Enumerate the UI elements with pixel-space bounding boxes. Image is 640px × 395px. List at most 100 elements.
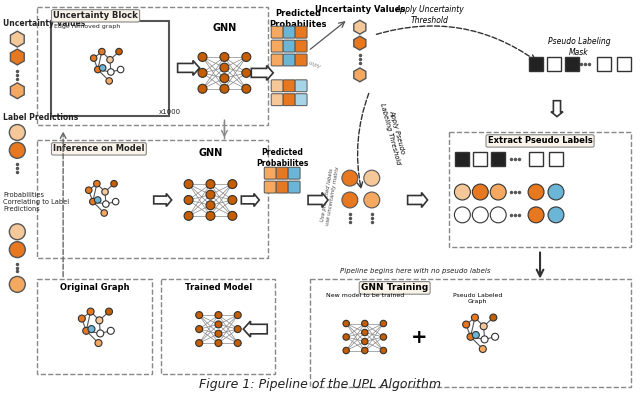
- Text: Pseudo Labeled
Graph: Pseudo Labeled Graph: [452, 293, 502, 304]
- FancyBboxPatch shape: [276, 181, 288, 193]
- Polygon shape: [354, 36, 366, 50]
- Polygon shape: [154, 194, 172, 207]
- Polygon shape: [243, 321, 268, 337]
- Circle shape: [362, 320, 368, 327]
- FancyBboxPatch shape: [295, 80, 307, 92]
- Circle shape: [206, 211, 215, 220]
- Circle shape: [97, 330, 104, 337]
- Text: Uncertainty Values: Uncertainty Values: [315, 6, 405, 14]
- Circle shape: [480, 323, 487, 330]
- Polygon shape: [551, 101, 563, 117]
- Circle shape: [111, 181, 117, 187]
- Circle shape: [380, 320, 387, 327]
- Circle shape: [380, 347, 387, 354]
- Text: Pseudo Labeling
Mask: Pseudo Labeling Mask: [548, 37, 610, 56]
- Circle shape: [90, 198, 96, 205]
- Bar: [565, 57, 579, 71]
- FancyBboxPatch shape: [271, 54, 283, 66]
- Circle shape: [90, 55, 97, 61]
- Text: Predicted
Probabilites: Predicted Probabilites: [256, 149, 308, 168]
- FancyBboxPatch shape: [295, 54, 307, 66]
- Bar: [529, 152, 543, 166]
- Circle shape: [102, 201, 109, 207]
- Text: x1000: x1000: [159, 109, 181, 115]
- FancyBboxPatch shape: [283, 26, 295, 38]
- Text: +: +: [412, 327, 428, 346]
- Polygon shape: [241, 194, 259, 207]
- Circle shape: [10, 276, 26, 292]
- Text: Use predicted labels
use uncertainty matrix: Use predicted labels use uncertainty mat…: [319, 165, 340, 226]
- Circle shape: [242, 68, 251, 77]
- Circle shape: [10, 224, 26, 240]
- Circle shape: [490, 207, 506, 223]
- FancyBboxPatch shape: [264, 181, 276, 193]
- Circle shape: [10, 242, 26, 258]
- Circle shape: [95, 66, 101, 73]
- Circle shape: [196, 340, 203, 346]
- Text: Inference on Model: Inference on Model: [53, 145, 145, 153]
- Circle shape: [472, 207, 488, 223]
- Circle shape: [342, 170, 358, 186]
- Circle shape: [234, 325, 241, 333]
- Circle shape: [86, 187, 92, 194]
- FancyBboxPatch shape: [288, 167, 300, 179]
- Bar: [547, 57, 561, 71]
- Bar: [617, 57, 630, 71]
- Bar: [37, 140, 268, 258]
- Circle shape: [220, 84, 229, 93]
- Text: Edge removed graph: Edge removed graph: [54, 24, 120, 29]
- Circle shape: [220, 63, 229, 72]
- Circle shape: [116, 48, 122, 55]
- Circle shape: [343, 320, 349, 327]
- Circle shape: [184, 180, 193, 188]
- Circle shape: [10, 124, 26, 140]
- Circle shape: [454, 184, 470, 200]
- Circle shape: [463, 321, 470, 328]
- FancyBboxPatch shape: [283, 40, 295, 52]
- Text: Label Predictions: Label Predictions: [3, 113, 79, 122]
- Circle shape: [96, 317, 103, 324]
- Circle shape: [548, 207, 564, 223]
- Circle shape: [472, 314, 479, 321]
- Circle shape: [454, 207, 470, 223]
- Circle shape: [113, 198, 119, 205]
- Circle shape: [242, 53, 251, 62]
- Circle shape: [99, 48, 105, 55]
- Circle shape: [87, 308, 94, 315]
- Text: Apply Uncertainty
Threshold: Apply Uncertainty Threshold: [395, 6, 464, 25]
- Bar: [474, 152, 487, 166]
- Polygon shape: [408, 192, 428, 207]
- Circle shape: [228, 196, 237, 205]
- Circle shape: [220, 74, 229, 83]
- FancyBboxPatch shape: [295, 26, 307, 38]
- Circle shape: [215, 340, 222, 346]
- Circle shape: [99, 65, 106, 71]
- Circle shape: [342, 192, 358, 208]
- Text: GNN: GNN: [198, 149, 223, 158]
- Text: Probabilities
Correlating to Label
Predictions: Probabilities Correlating to Label Predi…: [3, 192, 70, 212]
- Circle shape: [106, 308, 113, 315]
- Circle shape: [364, 192, 380, 208]
- FancyBboxPatch shape: [271, 94, 283, 105]
- Circle shape: [93, 181, 100, 187]
- FancyBboxPatch shape: [276, 167, 288, 179]
- Circle shape: [117, 66, 124, 73]
- Circle shape: [198, 84, 207, 93]
- FancyBboxPatch shape: [283, 54, 295, 66]
- Circle shape: [95, 197, 101, 203]
- Text: Uncertainty Block: Uncertainty Block: [53, 11, 138, 20]
- Circle shape: [88, 325, 95, 333]
- FancyBboxPatch shape: [295, 94, 307, 105]
- Circle shape: [108, 327, 115, 334]
- Bar: [529, 57, 543, 71]
- Circle shape: [380, 334, 387, 340]
- Bar: [310, 279, 630, 387]
- FancyBboxPatch shape: [288, 181, 300, 193]
- Circle shape: [492, 333, 499, 340]
- Text: Trained Model: Trained Model: [185, 283, 252, 292]
- Text: Apply Pseudo
Labeling Threshold: Apply Pseudo Labeling Threshold: [379, 101, 408, 166]
- Polygon shape: [10, 83, 24, 99]
- Circle shape: [196, 312, 203, 319]
- Circle shape: [548, 184, 564, 200]
- FancyBboxPatch shape: [271, 40, 283, 52]
